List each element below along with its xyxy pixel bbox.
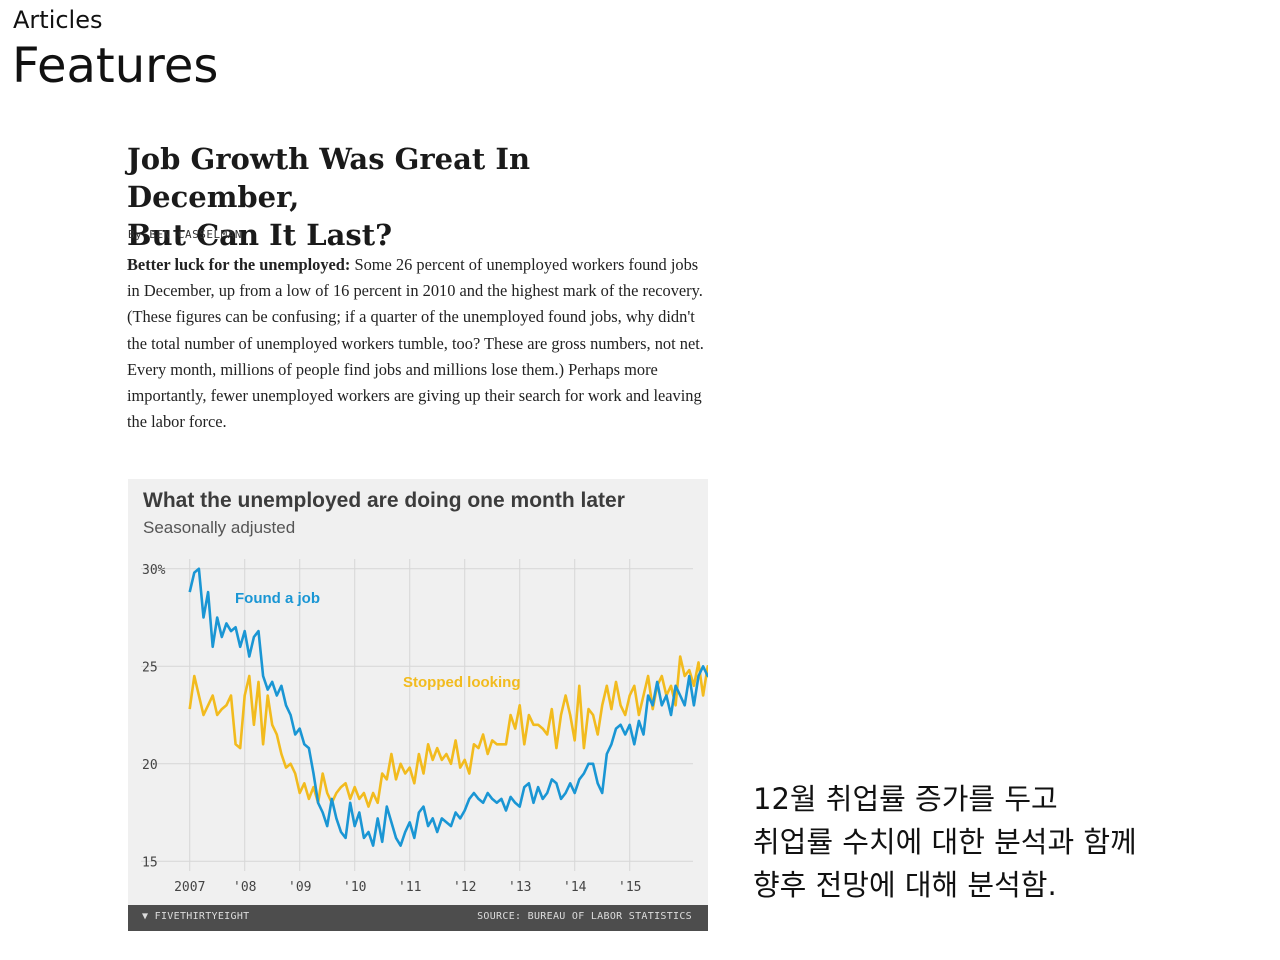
section-label: Articles: [13, 6, 103, 34]
article-title: Job Growth Was Great In December, But Ca…: [127, 140, 707, 254]
x-tick-label: '12: [453, 880, 476, 895]
brand-name: FIVETHIRTYEIGHT: [154, 911, 250, 922]
brand-label: ▼ FIVETHIRTYEIGHT: [142, 911, 250, 922]
x-tick-label: '08: [233, 880, 256, 895]
chart-title: What the unemployed are doing one month …: [143, 489, 625, 512]
stopped-looking-line: [188, 655, 708, 808]
article-body: Better luck for the unemployed: Some 26 …: [127, 252, 712, 435]
x-tick-label: '11: [398, 880, 421, 895]
x-tick-label: '09: [288, 880, 311, 895]
annotation-stopped-looking: Stopped looking: [403, 674, 521, 691]
annotation-found-a-job: Found a job: [235, 590, 320, 607]
note-line1: 12월 취업률 증가를 두고: [753, 782, 1058, 816]
article-title-line2: But Can It Last?: [127, 218, 393, 252]
x-tick-label: 2007: [174, 880, 205, 895]
x-tick-label: '13: [508, 880, 531, 895]
source-label: SOURCE: BUREAU OF LABOR STATISTICS: [477, 911, 692, 922]
page-title: Features: [12, 38, 219, 94]
x-tick-label: '14: [563, 880, 587, 895]
article-lead-bold: Better luck for the unemployed:: [127, 255, 351, 274]
article-byline: By BEN CASSELMAN: [128, 228, 242, 241]
korean-note: 12월 취업률 증가를 두고 취업률 수치에 대한 분석과 함께 향후 전망에 …: [753, 778, 1253, 907]
note-line2: 취업률 수치에 대한 분석과 함께: [753, 825, 1137, 859]
x-tick-label: '10: [343, 880, 366, 895]
article-title-line1: Job Growth Was Great In December,: [127, 142, 531, 214]
y-tick-label: 30%: [142, 563, 166, 578]
y-tick-label: 20: [142, 758, 158, 773]
chart-panel: 2007 '08 '09 '10 '11 '12 '13 '14 '15 30% 25 20 15 Fou…: [128, 479, 708, 931]
found-a-job-line: [188, 567, 708, 847]
x-tick-label: '15: [618, 880, 641, 895]
note-line3: 향후 전망에 대해 분석함.: [753, 868, 1057, 902]
y-tick-label: 15: [142, 855, 158, 870]
line-chart: 2007 '08 '09 '10 '11 '12 '13 '14 '15 30% 25 20 15 Fou…: [141, 559, 708, 895]
chart-subtitle: Seasonally adjusted: [143, 518, 296, 537]
article-lead-text: Some 26 percent of unemployed workers fo…: [127, 255, 704, 432]
chart-footer: ▼ FIVETHIRTYEIGHT SOURCE: BUREAU OF LABO…: [128, 905, 708, 931]
y-tick-label: 25: [142, 660, 158, 675]
